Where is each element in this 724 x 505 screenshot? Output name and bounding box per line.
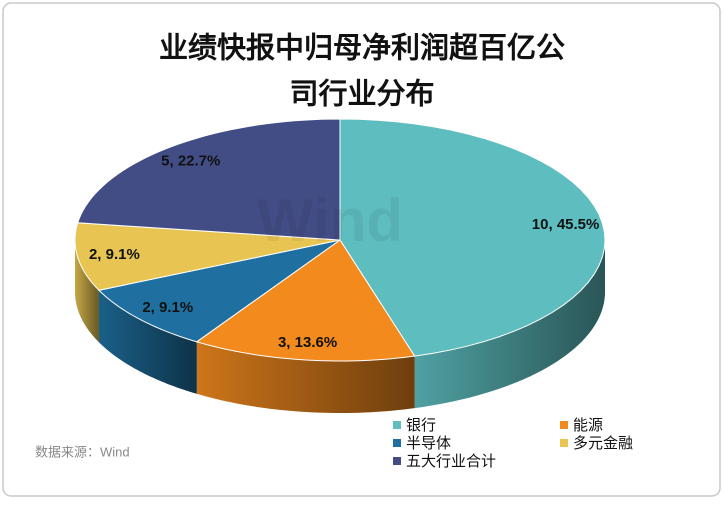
- slice: [195, 239, 416, 362]
- pie: [74, 118, 606, 413]
- slice-side-shade: [98, 290, 197, 394]
- legend-swatch: [393, 439, 401, 447]
- data-label: 5, 22.7%: [161, 152, 220, 169]
- data-label: 2, 9.1%: [89, 246, 140, 263]
- slice: [77, 118, 341, 241]
- data-label: 3, 13.6%: [278, 334, 337, 351]
- legend-swatch: [560, 439, 568, 447]
- watermark: Wind: [257, 187, 403, 254]
- legend-label: 五大行业合计: [406, 453, 496, 470]
- slice: [74, 222, 341, 291]
- slice: [339, 118, 606, 357]
- legend-swatch: [560, 421, 568, 429]
- slice-side-shade: [196, 341, 415, 413]
- legend-label: 半导体: [406, 435, 451, 452]
- legend-label: 银行: [406, 417, 436, 434]
- legend-label: 能源: [573, 417, 603, 434]
- source: 数据来源：Wind: [35, 444, 130, 459]
- labels: 10, 45.5% 3, 13.6% 2, 9.1% 2, 9.1% 5, 22.7%: [89, 152, 599, 351]
- slice: [97, 239, 341, 343]
- chart-title: 司行业分布: [289, 78, 434, 111]
- legend-swatch: [393, 421, 401, 429]
- chart-title: 业绩快报中归母净利润超百亿公: [159, 31, 565, 65]
- legend-swatch: [393, 457, 401, 465]
- data-label: 2, 9.1%: [142, 299, 193, 316]
- slice-side-shade: [414, 240, 605, 409]
- data-label: 10, 45.5%: [532, 216, 600, 233]
- legend-label: 多元金融: [573, 435, 633, 452]
